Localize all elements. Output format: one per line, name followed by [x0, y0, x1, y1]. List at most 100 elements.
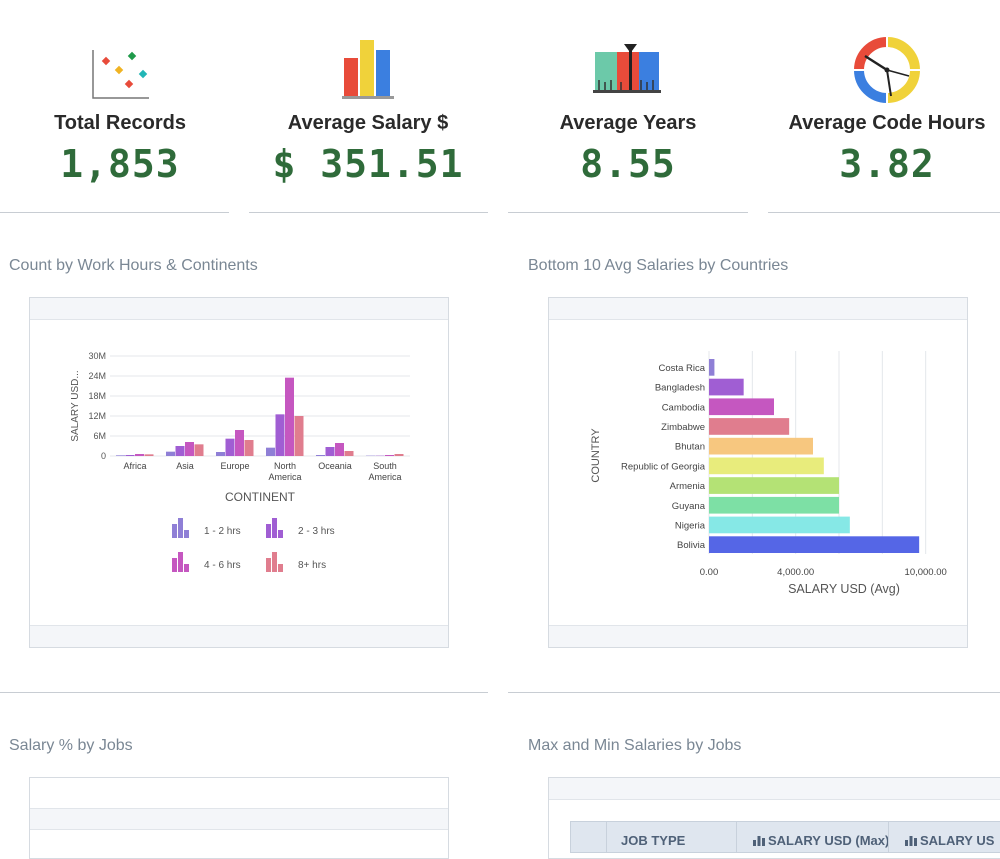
x-tick-label: America [268, 472, 301, 482]
y-tick-label: Bhutan [675, 442, 705, 453]
legend-swatch [266, 524, 271, 538]
legend-swatch [272, 518, 277, 538]
y-tick-label: 18M [88, 391, 106, 401]
y-axis-label: SALARY USD... [70, 370, 81, 441]
bar [226, 439, 235, 456]
section-title: Max and Min Salaries by Jobs [528, 737, 741, 755]
panel-header [30, 778, 448, 809]
kpi-label: Average Years [508, 112, 748, 135]
y-tick-label: 30M [88, 351, 106, 361]
y-axis-label: COUNTRY [590, 428, 602, 483]
bar-chart-icon [340, 36, 396, 102]
x-tick-label: Asia [176, 461, 194, 471]
kpi-label: Average Code Hours [767, 112, 1000, 135]
bar [709, 536, 919, 553]
divider [768, 212, 1000, 213]
bar [709, 379, 744, 396]
x-tick-label: America [368, 472, 401, 482]
bar [295, 416, 304, 456]
x-tick-label: Oceania [318, 461, 352, 471]
y-tick-label: 6M [93, 431, 106, 441]
panel-header [549, 298, 967, 320]
divider [508, 212, 748, 213]
kpi-average-code-hours: Average Code Hours 3.82 [767, 0, 1000, 213]
legend-swatch [172, 524, 177, 538]
bar [195, 444, 204, 456]
bar [385, 455, 394, 456]
legend-swatch [278, 564, 283, 572]
work-hours-continent-chart: 0 6M 12M 18M 24M 30M SALARY USD... Africa Asia Eu… [30, 320, 448, 620]
x-tick-label: 10,000.00 [905, 567, 947, 578]
bar [709, 477, 839, 494]
bar [266, 448, 275, 456]
legend-item: 8+ hrs [266, 552, 326, 572]
legend-item: 4 - 6 hrs [172, 552, 241, 572]
bar [709, 359, 714, 376]
bar [116, 455, 125, 456]
x-axis-label: SALARY USD (Avg) [788, 582, 900, 596]
y-tick-label: Zimbabwe [661, 422, 705, 433]
scatter-chart-icon [89, 44, 151, 106]
legend-item: 2 - 3 hrs [266, 518, 335, 538]
legend-swatch [172, 558, 177, 572]
divider [508, 692, 1000, 693]
bar [326, 447, 335, 456]
column-header-salary-max[interactable]: SALARY USD (Max) [736, 822, 888, 852]
y-tick-label: Bangladesh [655, 383, 705, 394]
bar [709, 517, 850, 534]
clock-gauge-icon [851, 34, 923, 106]
x-tick-label: Africa [123, 461, 146, 471]
bottom-salaries-chart: Costa RicaBangladeshCambodiaZimbabweBhut… [549, 320, 967, 620]
legend-swatch [266, 558, 271, 572]
timeline-marker-icon [593, 44, 663, 100]
bar [335, 443, 344, 456]
column-label: SALARY USD (Max) [768, 833, 888, 848]
y-tick-label: 0 [101, 451, 106, 461]
x-tick-label: 4,000.00 [777, 567, 814, 578]
bar [316, 455, 325, 456]
divider [0, 692, 488, 693]
kpi-value: 3.82 [767, 142, 1000, 186]
x-tick-label: Europe [220, 461, 249, 471]
legend-swatch [272, 552, 277, 572]
legend-item: 1 - 2 hrs [172, 518, 241, 538]
x-tick-label: 0.00 [700, 567, 719, 578]
column-header-salary-min[interactable]: SALARY US [888, 822, 1000, 852]
section-title: Bottom 10 Avg Salaries by Countries [528, 257, 788, 275]
kpi-average-salary: Average Salary $ $ 351.51 [248, 0, 488, 213]
row-selector-header[interactable] [571, 822, 606, 852]
divider [249, 212, 488, 213]
kpi-label: Total Records [0, 112, 240, 135]
kpi-label: Average Salary $ [248, 112, 488, 135]
column-header-job-type[interactable]: JOB TYPE [606, 822, 736, 852]
y-tick-label: 24M [88, 371, 106, 381]
bar-chart-icon [905, 835, 917, 846]
y-tick-label: Nigeria [675, 520, 706, 531]
bar [709, 398, 774, 415]
kpi-average-years: Average Years 8.55 [508, 0, 748, 213]
bar [185, 442, 194, 456]
panel-header [30, 298, 448, 320]
column-label: JOB TYPE [621, 833, 685, 848]
bar [395, 454, 404, 456]
y-tick-label: 12M [88, 411, 106, 421]
table-header-row: JOB TYPE SALARY USD (Max) SALARY US [570, 821, 1000, 853]
x-axis-label: CONTINENT [225, 490, 296, 504]
bar [709, 418, 789, 435]
bar-chart-icon [753, 835, 765, 846]
legend-label: 2 - 3 hrs [298, 526, 335, 537]
bar [709, 438, 813, 455]
legend-swatch [278, 530, 283, 538]
kpi-total-records: Total Records 1,853 [0, 0, 240, 213]
bar [709, 497, 839, 514]
legend-label: 1 - 2 hrs [204, 526, 241, 537]
bar [135, 454, 144, 456]
section-title: Salary % by Jobs [9, 737, 133, 755]
x-tick-label: North [274, 461, 296, 471]
bar [166, 452, 175, 456]
kpi-value: 8.55 [508, 142, 748, 186]
work-hours-chart-panel: 0 6M 12M 18M 24M 30M SALARY USD... Africa Asia Eu… [29, 297, 449, 648]
section-title: Count by Work Hours & Continents [9, 257, 258, 275]
y-tick-label: Armenia [670, 481, 706, 492]
